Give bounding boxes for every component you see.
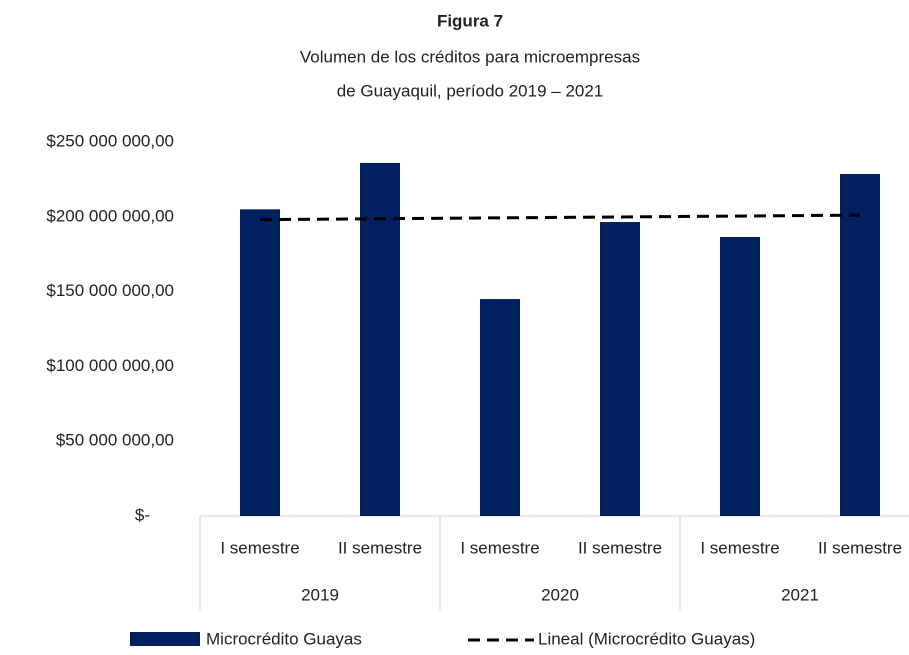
group-label: 2021 — [781, 585, 819, 604]
x-tick-label: II semestre — [578, 538, 662, 557]
trendline — [259, 213, 861, 222]
chart-subtitle: Volumen de los créditos para microempres… — [300, 47, 640, 66]
bar — [240, 209, 280, 516]
x-tick-label: I semestre — [700, 538, 779, 557]
y-tick-label: $200 000 000,00 — [46, 206, 174, 225]
y-tick-label: $- — [135, 505, 150, 524]
x-tick-label: I semestre — [220, 538, 299, 557]
group-label: 2019 — [301, 585, 339, 604]
x-tick-label: I semestre — [460, 538, 539, 557]
chart-subtitle: de Guayaquil, período 2019 – 2021 — [337, 81, 604, 100]
legend-label: Microcrédito Guayas — [206, 629, 362, 648]
legend-label: Lineal (Microcrédito Guayas) — [538, 629, 755, 648]
bar — [720, 236, 760, 516]
bar — [600, 222, 640, 516]
bar — [480, 299, 520, 516]
group-label: 2020 — [541, 585, 579, 604]
y-tick-label: $250 000 000,00 — [46, 131, 174, 150]
y-tick-label: $100 000 000,00 — [46, 356, 174, 375]
y-tick-label: $50 000 000,00 — [56, 431, 174, 450]
bar — [360, 162, 400, 516]
x-tick-label: II semestre — [818, 538, 902, 557]
chart-title: Figura 7 — [437, 11, 503, 30]
x-tick-label: II semestre — [338, 538, 422, 557]
y-tick-label: $150 000 000,00 — [46, 281, 174, 300]
bar — [840, 174, 880, 516]
legend-swatch — [130, 632, 200, 646]
